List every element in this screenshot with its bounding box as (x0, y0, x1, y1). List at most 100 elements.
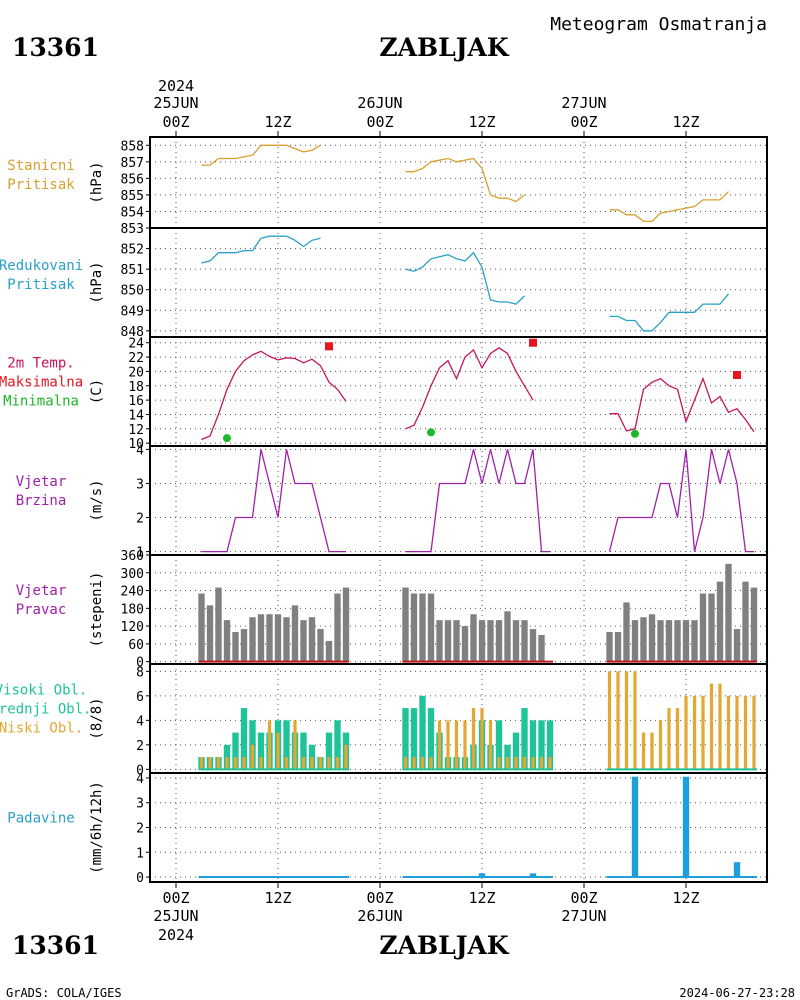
ylabel-wind-speed: (m/s) (89, 479, 105, 521)
top-date-label: 25JUN (153, 94, 198, 112)
bar-clouds (522, 757, 527, 770)
panel-label-precipitation: Padavine (7, 811, 74, 827)
series-line-station-pressure (405, 157, 525, 203)
bar-clouds (548, 757, 552, 770)
ytick-label-precipitation: 2 (136, 822, 144, 837)
bar-wind-direction (300, 620, 307, 662)
bar-clouds (301, 757, 306, 770)
bar-wind-direction (521, 620, 528, 662)
bar-wind-direction (461, 626, 469, 662)
bar-clouds (233, 757, 238, 770)
bar-clouds (463, 720, 467, 770)
footer-right: 2024-06-27-23:28 (679, 986, 795, 1000)
bottom-hour-label: 00Z (162, 889, 189, 907)
bar-wind-direction (640, 617, 647, 662)
bar-wind-direction (716, 581, 724, 662)
bar-precipitation (631, 776, 639, 878)
series-line-reduced-pressure (609, 293, 730, 332)
bar-clouds (325, 732, 333, 770)
bar-wind-direction (334, 593, 341, 662)
bar-clouds (242, 757, 246, 770)
ytick-label-wind-direction: 0 (136, 656, 144, 671)
bar-wind-direction (470, 614, 477, 662)
bar-clouds (512, 732, 520, 770)
bottom-hour-label: 00Z (366, 889, 393, 907)
bar-wind-direction (631, 620, 639, 662)
bar-wind-direction (266, 614, 273, 662)
panel-frame-station-pressure (149, 136, 768, 229)
bar-wind-direction (444, 620, 452, 662)
marker-min-temp (427, 428, 435, 437)
bottom-hour-label: 00Z (570, 889, 597, 907)
bar-clouds (420, 757, 425, 770)
ylabel-temperature: (C) (89, 379, 105, 404)
bar-clouds (701, 695, 705, 770)
bar-clouds (429, 757, 433, 770)
bar-wind-direction (325, 640, 333, 662)
ytick-label-wind-direction: 180 (121, 602, 144, 617)
bar-clouds (521, 708, 528, 770)
bar-wind-direction (402, 587, 409, 662)
bar-clouds (495, 720, 503, 770)
ylabel-precipitation: (mm/6h/12h) (89, 781, 105, 874)
bar-wind-direction (742, 581, 749, 662)
bar-wind-direction (614, 632, 622, 662)
footer-left: GrADS: COLA/IGES (6, 986, 122, 1000)
series-line-temperature (405, 347, 534, 430)
bar-clouds (539, 757, 544, 770)
bar-wind-direction (512, 620, 520, 662)
bar-precipitation (478, 873, 486, 878)
top-date-label: 26JUN (357, 94, 402, 112)
ytick-label-temperature: 22 (128, 351, 144, 366)
ylabel-reduced-pressure: (hPa) (89, 261, 105, 303)
ytick-label-reduced-pressure: 851 (121, 263, 144, 278)
top-year: 2024 (158, 77, 194, 95)
marker-min-temp (223, 434, 231, 443)
bar-clouds (480, 708, 484, 770)
ytick-label-station-pressure: 858 (121, 139, 144, 154)
bar-wind-direction (206, 605, 214, 662)
meteogram-title: Meteogram Osmatranja (550, 14, 767, 35)
bar-wind-direction (240, 629, 248, 662)
bar-clouds (437, 720, 442, 770)
bar-wind-direction (750, 587, 758, 662)
bar-precipitation (733, 862, 741, 878)
bar-clouds (735, 695, 739, 770)
ytick-label-temperature: 10 (128, 437, 144, 452)
bar-wind-direction (198, 593, 205, 662)
ytick-label-wind-speed: 2 (136, 512, 144, 527)
bar-clouds (529, 720, 537, 770)
bar-clouds (658, 720, 663, 770)
bar-clouds (709, 683, 714, 770)
ytick-label-precipitation: 1 (136, 846, 144, 861)
bar-wind-direction (487, 620, 494, 662)
marker-min-temp (631, 429, 639, 438)
ytick-label-clouds: 8 (136, 665, 144, 680)
bar-wind-direction (674, 620, 681, 662)
station-id-top: 13361 (12, 33, 99, 62)
top-hour-label: 12Z (468, 113, 495, 131)
bar-wind-direction (529, 629, 537, 662)
bar-clouds (616, 671, 620, 770)
bar-clouds (427, 708, 435, 770)
bar-wind-direction (232, 632, 239, 662)
series-line-temperature (609, 376, 755, 433)
bar-clouds (232, 732, 239, 770)
panel-frame-wind-speed (149, 445, 768, 556)
panel-label-wind-direction: Pravac (16, 602, 67, 618)
ytick-label-temperature: 18 (128, 380, 144, 395)
marker-max-temp (325, 342, 333, 351)
ylabel-wind-direction: (stepeni) (89, 572, 105, 648)
bar-wind-direction (342, 587, 350, 662)
bar-clouds (410, 708, 418, 770)
ytick-label-reduced-pressure: 848 (121, 325, 144, 340)
ytick-label-temperature: 24 (128, 337, 144, 352)
bar-clouds (607, 671, 612, 770)
bar-clouds (318, 757, 323, 770)
ytick-label-wind-direction: 240 (121, 585, 144, 600)
panel-label-temperature: Minimalna (3, 394, 79, 410)
bar-clouds (267, 720, 272, 770)
bar-clouds (199, 757, 204, 770)
series-line-wind-speed (405, 449, 550, 553)
bar-clouds (675, 708, 680, 770)
